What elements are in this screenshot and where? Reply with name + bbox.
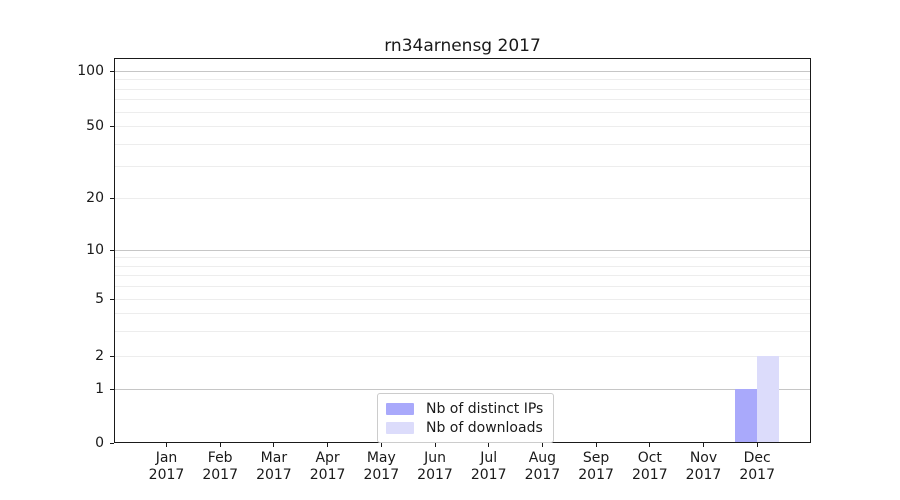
y-tick: [110, 355, 114, 357]
gridline-minor: [115, 198, 810, 199]
x-tick-month: Aug: [528, 450, 557, 466]
x-tick-year: 2017: [631, 467, 668, 483]
legend-item-downloads: Nb of downloads: [386, 418, 543, 437]
gridline-minor: [115, 126, 810, 127]
x-tick-year: 2017: [739, 467, 775, 483]
gridline-minor: [115, 257, 810, 259]
y-tick-label: 1: [95, 381, 104, 397]
x-tick-label-jan: Jan 2017: [127, 450, 207, 484]
y-tick: [110, 442, 114, 444]
legend-item-distinct-ips: Nb of distinct IPs: [386, 399, 543, 418]
y-tick: [110, 388, 114, 390]
x-tick-month: Feb: [207, 450, 233, 466]
x-tick-label-jun: Jun 2017: [395, 450, 475, 484]
x-tick: [434, 443, 436, 447]
x-tick-year: 2017: [309, 467, 346, 483]
gridline-minor: [115, 299, 810, 300]
x-tick: [649, 443, 651, 447]
plot-area: [114, 58, 811, 443]
legend: Nb of distinct IPs Nb of downloads: [377, 393, 555, 443]
gridline-minor: [115, 166, 810, 168]
y-tick: [110, 197, 114, 199]
x-tick: [380, 443, 382, 447]
gridline-major: [115, 389, 810, 390]
x-tick-month: Apr: [315, 450, 340, 466]
x-tick: [703, 443, 704, 447]
x-tick-month: Sep: [582, 450, 610, 466]
x-tick-label-jul: Jul 2017: [449, 450, 529, 484]
gridline-minor: [115, 312, 810, 314]
x-tick-month: Dec: [743, 450, 771, 466]
legend-label-downloads: Nb of downloads: [426, 419, 543, 436]
x-tick-year: 2017: [470, 467, 507, 483]
gridline-minor: [115, 275, 810, 277]
x-tick-year: 2017: [148, 467, 185, 483]
gridline-major: [115, 250, 810, 251]
y-tick-label: 10: [86, 242, 104, 258]
x-tick-label-feb: Feb 2017: [180, 450, 260, 484]
x-tick-label-dec: Dec 2017: [717, 450, 797, 484]
x-tick: [273, 443, 275, 447]
y-tick: [110, 298, 114, 300]
chart-title: rn34arnensg 2017: [384, 36, 541, 56]
y-tick-label: 50: [86, 118, 104, 134]
y-tick-label: 2: [95, 348, 104, 364]
gridline-minor: [115, 356, 810, 357]
x-tick-label-nov: Nov 2017: [664, 450, 744, 484]
gridline-minor: [115, 88, 810, 90]
x-tick-label-apr: Apr 2017: [288, 450, 368, 484]
x-tick-month: Jan: [155, 450, 178, 466]
y-tick-label: 100: [77, 63, 104, 79]
x-tick-year: 2017: [685, 467, 722, 483]
x-tick-month: Mar: [260, 450, 288, 466]
legend-swatch-distinct-ips: [386, 402, 414, 415]
y-tick: [110, 125, 114, 127]
x-tick-year: 2017: [363, 467, 400, 483]
x-tick-month: Oct: [637, 450, 662, 466]
y-tick-label: 5: [95, 291, 104, 307]
x-tick: [541, 443, 543, 447]
x-tick-label-sep: Sep 2017: [556, 450, 636, 484]
x-tick: [327, 443, 329, 447]
x-tick: [488, 443, 490, 447]
x-tick-month: May: [366, 450, 396, 466]
gridline-minor: [115, 143, 810, 145]
x-tick-month: Nov: [689, 450, 718, 466]
x-tick: [166, 443, 167, 447]
legend-label-distinct-ips: Nb of distinct IPs: [426, 400, 544, 417]
x-tick: [595, 443, 597, 447]
gridline-minor: [115, 330, 810, 332]
x-tick-month: Jun: [424, 450, 446, 466]
bar-downloads-dec: [757, 356, 780, 442]
y-tick-label: 0: [95, 435, 104, 451]
y-tick: [110, 70, 114, 72]
gridline-major: [115, 71, 810, 72]
gridline-minor: [115, 286, 810, 288]
x-tick-year: 2017: [578, 467, 614, 483]
gridline-minor: [115, 265, 810, 267]
x-tick-label-may: May 2017: [341, 450, 421, 484]
x-tick-label-aug: Aug 2017: [502, 450, 582, 484]
y-tick-label: 20: [86, 190, 104, 206]
x-tick-year: 2017: [417, 467, 453, 483]
gridline-minor: [115, 79, 810, 81]
gridline-minor: [115, 111, 810, 113]
gridline-minor: [115, 99, 810, 101]
x-tick-label-mar: Mar 2017: [234, 450, 314, 484]
x-tick-year: 2017: [524, 467, 561, 483]
bar-distinct-ips-dec: [735, 389, 758, 442]
legend-swatch-downloads: [386, 421, 414, 434]
x-tick-label-oct: Oct 2017: [610, 450, 690, 484]
x-tick-year: 2017: [256, 467, 292, 483]
x-tick-year: 2017: [202, 467, 238, 483]
x-tick: [219, 443, 221, 447]
y-tick: [110, 249, 114, 251]
x-tick-month: Jul: [480, 450, 498, 466]
x-tick: [756, 443, 758, 447]
